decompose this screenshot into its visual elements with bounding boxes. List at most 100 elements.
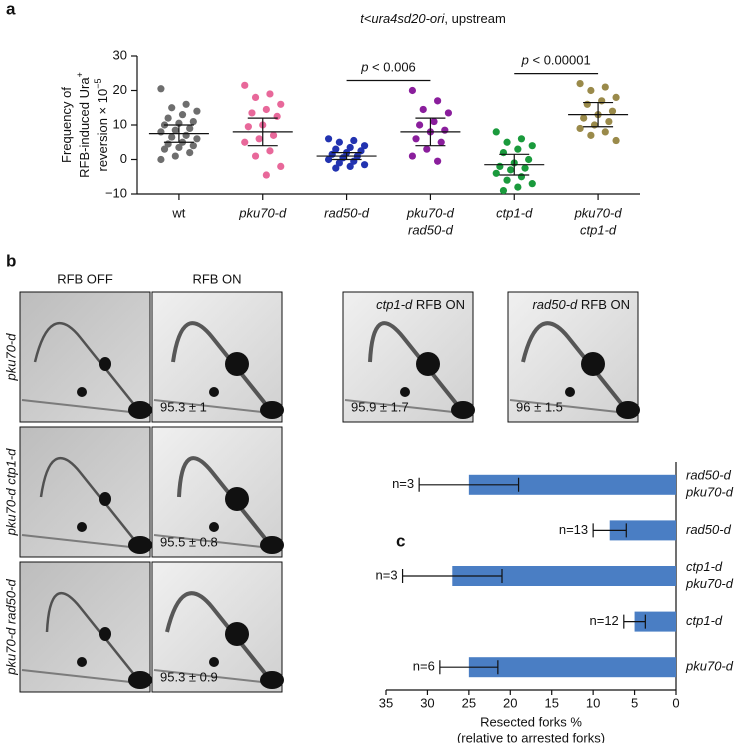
blot-line (21, 399, 149, 415)
category-label: pku70-d (685, 659, 734, 674)
y-axis-label-sup: −5 (93, 78, 103, 88)
p-value: < 0.006 (368, 60, 415, 75)
x-tick-label: ctp1-d (496, 205, 533, 220)
data-point (590, 121, 599, 129)
data-point (507, 166, 515, 174)
blot-spot (416, 352, 440, 376)
blot-spot (581, 352, 605, 376)
data-point (528, 142, 536, 150)
error-bar (583, 101, 614, 128)
category-label: rad50-d (686, 522, 732, 537)
data-point (521, 164, 529, 172)
data-point (441, 126, 449, 134)
error-bar (401, 569, 503, 583)
data-point (525, 155, 533, 164)
x-tick-label: 0 (672, 695, 679, 710)
data-point (608, 107, 617, 115)
data-point (360, 161, 369, 169)
blot-spot (77, 657, 87, 667)
x-tick-label: rad50-d (408, 222, 454, 237)
data-point (160, 145, 169, 153)
x-tick-label: 5 (631, 695, 638, 710)
data-point (360, 142, 369, 150)
bar (468, 474, 676, 495)
error-bar (415, 117, 446, 147)
y-axis-label-sup: + (75, 72, 85, 77)
blot-arc (177, 456, 274, 549)
data-point (266, 90, 274, 98)
data-point (277, 162, 285, 170)
data-point (601, 83, 609, 91)
blot-image (19, 291, 152, 423)
n-label: n=13 (559, 522, 588, 537)
blot-line (21, 534, 149, 550)
blot-spot (225, 487, 249, 511)
blot-line (153, 399, 281, 415)
data-point (444, 109, 453, 117)
data-point (587, 86, 595, 95)
n-label: n=6 (413, 659, 435, 674)
blot-spot (260, 536, 284, 554)
data-point (514, 145, 522, 153)
data-point (168, 133, 176, 141)
x-tick-label: wt (171, 205, 185, 220)
bar (452, 566, 676, 586)
y-axis-label-text: Frequency of (59, 87, 74, 163)
p-symbol: p (360, 60, 368, 75)
blot-image (19, 426, 152, 558)
panel-label: c (396, 531, 405, 550)
blot-spot (209, 522, 219, 532)
data-point (244, 123, 252, 131)
data-point (335, 159, 343, 167)
blot-spot (77, 522, 87, 532)
data-point (277, 100, 285, 108)
blot-line (153, 534, 281, 550)
panel-label: a (6, 0, 16, 18)
blot-spot (128, 401, 152, 419)
title-text: , upstream (444, 11, 505, 26)
blot-arc (39, 456, 141, 548)
n-label: n=3 (376, 567, 398, 582)
blot-spot (128, 536, 152, 554)
blot-spot (260, 401, 284, 419)
x-tick-label: 20 (503, 695, 517, 710)
data-point (503, 176, 511, 184)
blot-image (507, 291, 640, 423)
blot-value: 95.3 ± 1 (160, 399, 207, 414)
data-point (332, 164, 340, 172)
data-point (178, 111, 187, 119)
data-point (241, 81, 249, 89)
blot-image (151, 426, 284, 558)
data-point (576, 124, 584, 133)
x-tick-label: pku70-d (238, 205, 287, 220)
x-tick-label: rad50-d (324, 205, 370, 220)
column-header: RFB ON (192, 271, 241, 286)
data-point (164, 114, 172, 122)
title-italic: t<ura4sd20-ori (360, 11, 445, 26)
blot-value: 95.3 ± 0.9 (160, 669, 218, 684)
blot-spot (99, 627, 111, 641)
blot-line (344, 399, 472, 415)
strain: ctp1-d (376, 297, 413, 312)
x-tick-label: ctp1-d (580, 222, 617, 237)
x-axis-label: Resected forks % (480, 714, 582, 729)
x-tick-label: pku70-d (406, 205, 455, 220)
x-tick-label: pku70-d (574, 205, 623, 220)
error-bar (623, 614, 646, 629)
blot-arc (33, 321, 141, 413)
data-point (157, 85, 165, 93)
data-point (251, 93, 260, 101)
blot-arc (368, 321, 465, 414)
blot-header: rad50-d RFB ON (532, 297, 630, 312)
blot-spot (616, 401, 640, 419)
data-point (408, 152, 417, 160)
x-axis-label: (relative to arrested forks) (457, 730, 605, 743)
data-point (171, 126, 179, 134)
blot-spot (99, 492, 111, 506)
data-point (416, 121, 424, 129)
blot-image (151, 561, 284, 693)
significance-label: p < 0.00001 (521, 53, 591, 68)
data-point (346, 143, 354, 152)
blot-line (21, 669, 149, 685)
error-bar (163, 124, 194, 143)
